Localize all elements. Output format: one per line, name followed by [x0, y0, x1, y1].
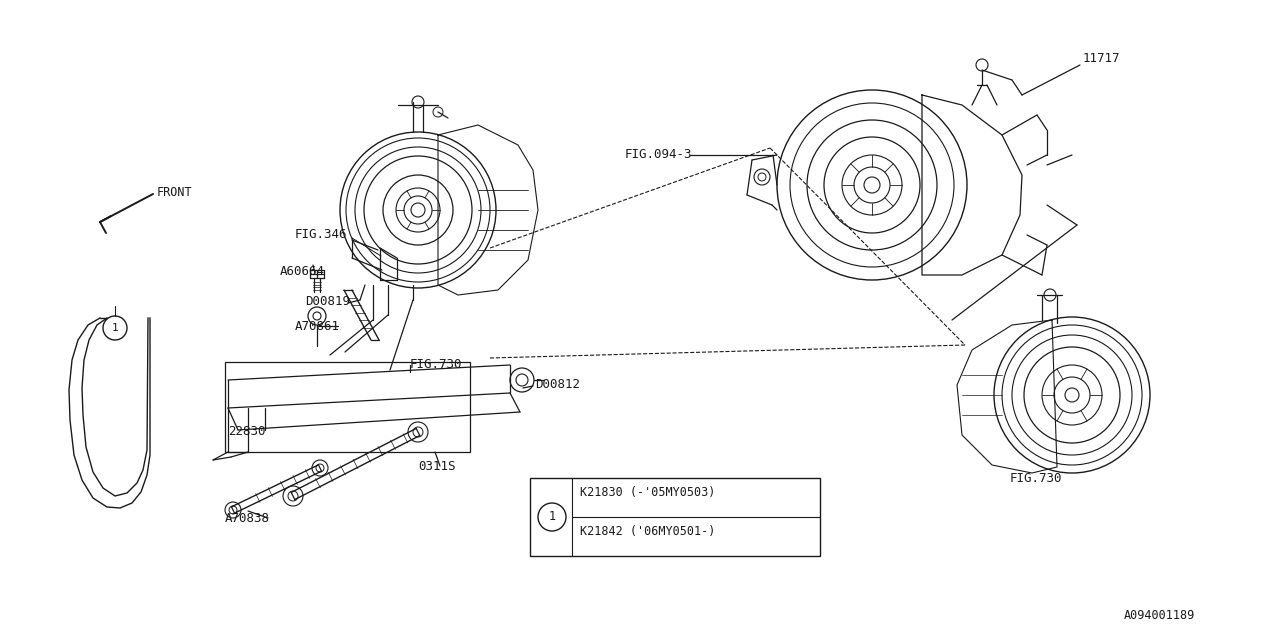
Text: 0311S: 0311S — [419, 460, 456, 473]
Text: 22830: 22830 — [228, 425, 265, 438]
Text: A70861: A70861 — [294, 320, 340, 333]
Text: FIG.346: FIG.346 — [294, 228, 347, 241]
Bar — [530, 478, 820, 556]
Text: FIG.730: FIG.730 — [1010, 472, 1062, 485]
Text: FRONT: FRONT — [157, 186, 192, 199]
Text: A60664: A60664 — [280, 265, 325, 278]
Text: K21842 ('06MY0501-): K21842 ('06MY0501-) — [580, 525, 716, 538]
Text: D00819: D00819 — [305, 295, 349, 308]
Text: D00812: D00812 — [535, 378, 580, 391]
Text: 1: 1 — [111, 323, 118, 333]
Text: A70838: A70838 — [225, 512, 270, 525]
Text: K21830 (-'05MY0503): K21830 (-'05MY0503) — [580, 486, 716, 499]
Bar — [225, 362, 470, 452]
Text: FIG.730: FIG.730 — [410, 358, 462, 371]
Text: A094001189: A094001189 — [1124, 609, 1196, 622]
Text: FIG.094-3: FIG.094-3 — [625, 148, 692, 161]
Text: 11717: 11717 — [1083, 52, 1120, 65]
Text: 1: 1 — [548, 511, 556, 524]
